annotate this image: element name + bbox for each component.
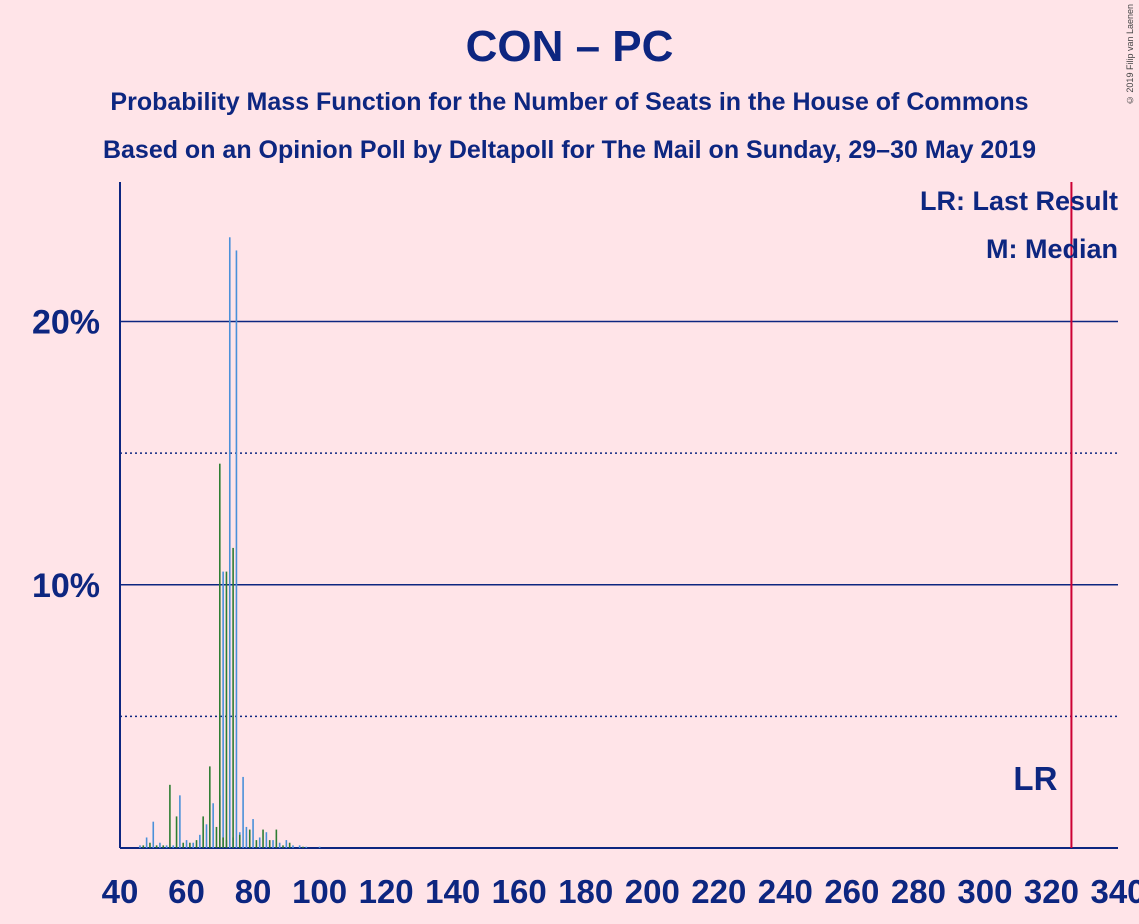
bar-green [219,463,221,848]
bar-blue [152,821,155,848]
bar-green [189,842,191,848]
bar-blue [278,842,281,848]
bar-blue [242,776,244,848]
bar-green [162,845,165,848]
bar-green [215,826,218,848]
bar-green [195,840,198,848]
bar-green [169,784,171,848]
bar-green [175,816,178,848]
x-tick-label: 100 [292,873,347,910]
last-result-label: LR [1013,760,1057,797]
bar-green [262,829,264,848]
bar-green [288,842,291,848]
x-tick-label: 320 [1024,873,1079,910]
bar-blue [185,840,188,848]
bar-green [222,837,224,848]
x-tick-label: 340 [1090,873,1139,910]
bar-blue [252,819,254,848]
bar-green [155,845,158,848]
bar-blue [139,845,141,848]
bar-green [209,766,211,848]
bar-blue [265,832,268,848]
x-tick-label: 240 [758,873,813,910]
bar-blue [222,571,224,848]
x-tick-label: 300 [957,873,1012,910]
bar-blue [172,845,175,848]
x-tick-label: 80 [235,873,272,910]
bar-blue [199,834,201,848]
bar-green [142,845,145,848]
chart-title: CON – PC [465,22,674,71]
bar-blue [205,824,208,848]
bar-green [275,829,278,848]
bar-blue [192,842,194,848]
chart-subtitle: Probability Mass Function for the Number… [110,88,1029,116]
bar-green [302,846,304,848]
x-tick-label: 160 [492,873,547,910]
bar-green [182,842,185,848]
bar-blue [245,826,248,848]
x-tick-label: 180 [558,873,613,910]
bar-green [149,842,151,848]
bar-blue [318,846,321,848]
x-tick-label: 280 [891,873,946,910]
y-tick-label: 10% [32,567,100,605]
bar-blue [305,846,308,848]
bar-blue [159,842,161,848]
bar-green [248,829,251,848]
bar-green [232,547,234,848]
x-tick-label: 40 [102,873,139,910]
legend-entry: M: Median [986,234,1118,264]
bar-blue [285,840,288,848]
bar-blue [179,795,181,848]
bar-blue [228,237,231,848]
bar-blue [272,840,274,848]
bar-blue [212,803,214,848]
bar-green [202,816,204,848]
bar-blue [235,250,238,848]
x-tick-label: 60 [168,873,205,910]
x-tick-label: 200 [625,873,680,910]
x-tick-label: 120 [359,873,414,910]
bar-blue [165,845,168,848]
bar-blue [298,845,301,848]
bar-blue [258,837,261,848]
bar-green [225,571,228,848]
x-tick-label: 260 [824,873,879,910]
bar-green [255,840,258,848]
bar-blue [145,837,148,848]
x-tick-label: 140 [425,873,480,910]
x-tick-label: 220 [691,873,746,910]
y-tick-label: 20% [32,304,100,342]
bar-blue [292,845,294,848]
chart-source: Based on an Opinion Poll by Deltapoll fo… [102,136,1037,164]
bar-green [238,834,241,848]
bar-green [282,845,284,848]
legend-entry: LR: Last Result [920,186,1118,216]
bar-green [268,840,271,848]
